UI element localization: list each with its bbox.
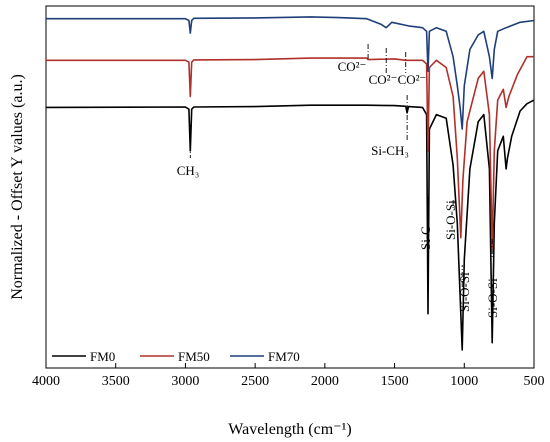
annotation-label: CO²⁻ (338, 59, 367, 74)
series-layer (45, 16, 535, 351)
series-line-fm50 (46, 55, 534, 250)
annotation-label: Si-O-Si (457, 272, 472, 312)
series-line-fm70 (46, 16, 535, 130)
annotation-label: CO²⁻ (369, 72, 398, 87)
legend-label-fm50: FM50 (178, 349, 210, 364)
y-axis-title: Normalized - Offset Y values (a.u.) (9, 74, 26, 300)
series-line-fm0 (45, 99, 535, 351)
legend-label-fm70: FM70 (268, 349, 300, 364)
annotation-label: CH₃ (177, 163, 200, 178)
annotation-label: Si-O-Si (485, 278, 500, 318)
x-tick-label: 3000 (171, 374, 199, 389)
x-tick-label: 2000 (311, 374, 339, 389)
x-axis-title: Wavelength (cm⁻¹) (228, 421, 351, 438)
annotation-label: Si-CH₃ (371, 143, 409, 158)
legend-label-fm0: FM0 (90, 349, 115, 364)
x-tick-label: 2500 (241, 374, 269, 389)
annotation-label: Si-O-Si (443, 200, 458, 240)
plot-frame (45, 5, 535, 369)
x-ticks-layer: 4000 3500 3000 2500 2000 1500 1000 500 (32, 363, 545, 389)
x-tick-label: 1500 (381, 374, 409, 389)
annotation-label: Si-C (418, 226, 433, 250)
x-tick-label: 1000 (450, 374, 478, 389)
x-tick-label: 4000 (32, 374, 60, 389)
annotation-label: CO²⁻ (398, 72, 427, 87)
legend: FM0 FM50 FM70 (52, 349, 300, 364)
x-tick-label: 3500 (102, 374, 130, 389)
x-tick-label: 500 (524, 374, 545, 389)
